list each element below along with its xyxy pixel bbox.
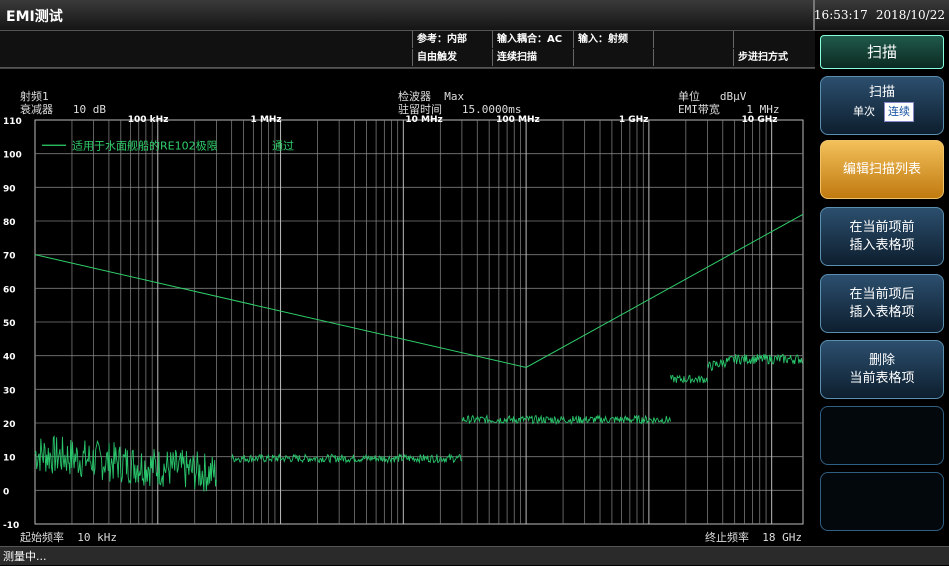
reference-text: 参考：内部 <box>412 31 492 48</box>
empty-cell <box>653 49 733 66</box>
emi-bw-text: EMI带宽 1 MHz <box>678 103 780 116</box>
date-text: 2018/10/22 <box>875 8 945 22</box>
detector-text: 检波器 Max <box>398 90 465 103</box>
trace-segment <box>670 374 708 384</box>
y-tick-label: 10 <box>3 454 16 464</box>
app-title: EMI测试 <box>6 9 63 25</box>
title-bar: EMI测试 16:53:17 2018/10/22 <box>0 0 949 31</box>
y-tick-label: 100 <box>3 151 22 161</box>
y-tick-label: 80 <box>3 218 16 228</box>
x-tick-label: 100 kHz <box>128 115 169 125</box>
scan-mode-button[interactable]: 扫描 单次 连续 <box>820 76 944 135</box>
limit-line <box>34 213 804 368</box>
datetime: 16:53:17 2018/10/22 <box>806 8 945 22</box>
empty-cell <box>573 49 653 66</box>
y-tick-label: 60 <box>3 285 16 295</box>
x-tick-label: 1 GHz <box>619 115 649 125</box>
x-tick-label: 1 MHz <box>251 115 282 125</box>
y-tick-label: 30 <box>3 386 16 396</box>
y-tick-label: 20 <box>3 420 16 430</box>
trace-segment <box>707 353 804 372</box>
softkey-panel: 扫描 扫描 单次 连续 编辑扫描列表 在当前项前 插入表格项 在当前项后 插入表格… <box>815 31 949 546</box>
empty-softkey-1[interactable] <box>820 406 944 465</box>
coupling-text: 输入耦合：AC <box>492 31 573 48</box>
dwell-text: 驻留时间 15.0000ms <box>398 103 522 116</box>
delete-label-1: 删除 <box>868 353 895 368</box>
trace-segment <box>461 414 671 426</box>
x-tick-label: 10 GHz <box>742 115 778 125</box>
y-tick-label: 110 <box>3 117 22 127</box>
insert-after-label-2: 插入表格项 <box>849 305 915 320</box>
y-tick-label: -10 <box>3 521 19 531</box>
status-bar: 测量中... <box>0 546 949 565</box>
trace-segment <box>231 453 463 465</box>
edit-scan-table-label: 编辑扫描列表 <box>842 162 921 177</box>
insert-after-button[interactable]: 在当前项后 插入表格项 <box>820 274 944 333</box>
menu-title: 扫描 <box>820 35 944 69</box>
scan-label: 扫描 <box>868 85 895 100</box>
empty-cell <box>733 31 815 48</box>
attenuator-text: 衰减器 10 dB <box>20 103 106 116</box>
trace-segment <box>34 435 217 492</box>
info-bar: 参考：内部 自由触发 输入耦合：AC 连续扫描 输入：射频 步进扫方式 <box>0 31 815 68</box>
insert-after-label-1: 在当前项后 <box>849 287 915 302</box>
y-tick-label: 50 <box>3 319 16 329</box>
unit-text: 单位 dBμV <box>678 90 747 103</box>
sweep-mode-text: 连续扫描 <box>492 49 573 66</box>
y-tick-label: 0 <box>3 487 9 497</box>
single-option[interactable]: 单次 <box>853 105 875 118</box>
y-tick-label: 90 <box>3 184 16 194</box>
empty-cell <box>653 31 733 48</box>
plot-area: 射频1 衰减器 10 dB 检波器 Max 驻留时间 15.0000ms 单位 … <box>0 68 815 547</box>
start-freq-text: 起始频率 10 kHz <box>20 531 117 544</box>
y-tick-label: 70 <box>3 252 16 262</box>
step-mode-text: 步进扫方式 <box>733 49 815 66</box>
insert-before-label-1: 在当前项前 <box>849 220 915 235</box>
input-text: 输入：射频 <box>573 31 653 48</box>
legend-status: 通过 <box>272 139 294 152</box>
title-separator <box>813 0 815 30</box>
continuous-option[interactable]: 连续 <box>884 102 914 122</box>
empty-softkey-2[interactable] <box>820 472 944 531</box>
rf-label: 射频1 <box>20 90 49 103</box>
legend-label: 适用于水面舰船的RE102极限 <box>72 138 218 152</box>
edit-scan-table-button[interactable]: 编辑扫描列表 <box>820 140 944 199</box>
insert-before-label-2: 插入表格项 <box>849 238 915 253</box>
delete-item-button[interactable]: 删除 当前表格项 <box>820 340 944 399</box>
delete-label-2: 当前表格项 <box>849 371 915 386</box>
y-tick-label: 40 <box>3 353 16 363</box>
x-tick-label: 10 MHz <box>405 115 442 125</box>
insert-before-button[interactable]: 在当前项前 插入表格项 <box>820 207 944 266</box>
x-tick-label: 100 MHz <box>496 115 540 125</box>
trigger-text: 自由触发 <box>412 49 492 66</box>
time-text: 16:53:17 <box>813 8 868 22</box>
stop-freq-text: 终止频率 18 GHz <box>705 531 802 544</box>
